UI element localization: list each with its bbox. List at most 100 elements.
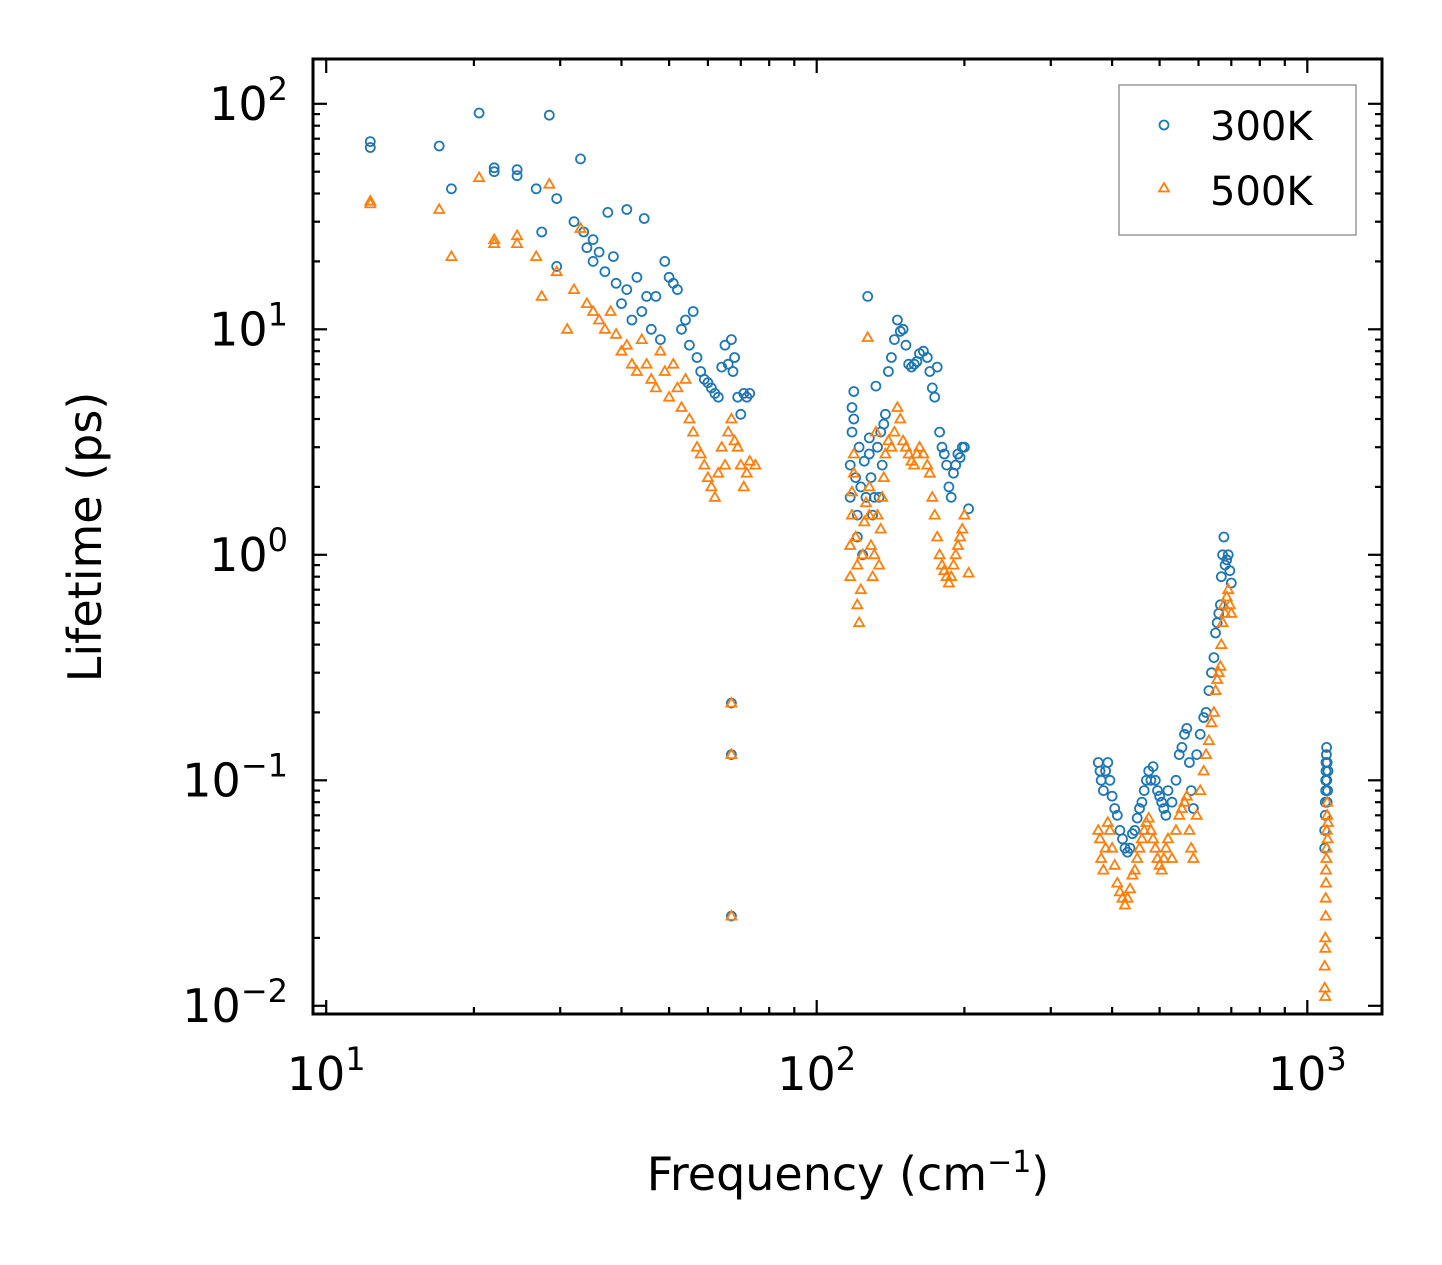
point-500k: [850, 597, 864, 610]
point-300k: [536, 226, 548, 238]
point-500k: [843, 569, 857, 582]
point-500k: [1096, 863, 1110, 875]
point-500k: [949, 547, 963, 560]
point-300k: [735, 408, 747, 420]
point-300k: [631, 271, 643, 283]
point-300k: [921, 352, 933, 363]
point-500k: [1320, 841, 1334, 853]
point-500k: [847, 466, 861, 478]
point-300k: [929, 391, 941, 403]
point-500k: [620, 338, 634, 350]
point-500k: [592, 312, 606, 325]
point-500k: [899, 440, 913, 452]
point-500k: [1220, 589, 1234, 602]
point-500k: [850, 558, 864, 570]
point-500k: [1210, 672, 1224, 684]
point-300k: [1184, 757, 1195, 768]
point-300k: [943, 481, 955, 493]
point-300k: [853, 441, 865, 453]
point-500k: [630, 364, 644, 376]
point-300k: [551, 260, 563, 272]
point-300k: [1198, 712, 1210, 723]
point-500k: [444, 249, 458, 262]
point-300k: [1156, 796, 1168, 808]
point-300k: [1124, 842, 1136, 854]
point-500k: [1169, 823, 1183, 835]
point-300k: [1321, 742, 1332, 753]
point-300k: [680, 314, 691, 326]
point-300k: [655, 334, 666, 346]
point-300k: [587, 234, 599, 246]
point-300k: [608, 251, 619, 263]
point-500k: [721, 425, 735, 437]
point-500k: [1177, 795, 1192, 807]
point-500k: [925, 490, 939, 502]
point-300k: [926, 382, 938, 394]
point-500k: [854, 582, 868, 595]
point-500k: [923, 466, 937, 478]
point-300k: [1170, 774, 1182, 786]
point-300k: [844, 491, 856, 503]
point-300k: [744, 387, 756, 399]
point-300k: [1154, 790, 1165, 802]
point-500k: [653, 344, 667, 356]
point-300k: [1176, 742, 1188, 753]
point-500k: [874, 522, 888, 534]
point-300k: [719, 339, 731, 351]
point-500k: [542, 177, 556, 189]
point-500k: [487, 232, 501, 245]
point-300k: [1224, 565, 1236, 577]
point-500k: [845, 484, 859, 497]
point-500k: [890, 400, 904, 412]
point-300k: [870, 380, 882, 392]
point-500k: [598, 322, 612, 334]
point-500k: [1180, 789, 1194, 801]
point-300k: [1215, 599, 1226, 611]
point-500k: [686, 425, 700, 437]
point-500k: [737, 479, 751, 492]
point-300k: [706, 382, 717, 394]
point-500k: [1182, 823, 1196, 835]
point-500k: [604, 304, 618, 316]
point-500k: [1319, 863, 1333, 875]
point-300k: [621, 284, 633, 296]
point-500k: [1190, 808, 1204, 820]
point-300k: [716, 361, 728, 373]
point-300k: [863, 432, 875, 444]
point-300k: [650, 290, 662, 302]
point-300k: [726, 334, 737, 346]
point-500k: [487, 236, 501, 249]
point-300k: [851, 509, 863, 521]
point-500k: [1321, 831, 1335, 844]
y-tick-label: 10−1: [182, 746, 288, 807]
point-300k: [581, 242, 593, 254]
point-300k: [886, 352, 897, 363]
point-300k: [1218, 531, 1230, 543]
point-500k: [877, 470, 891, 483]
y-tick-labels: 10−2 10−1 100 101 102: [182, 70, 288, 1033]
point-500k: [640, 357, 654, 369]
point-300k: [602, 206, 614, 218]
point-500k: [942, 575, 956, 588]
point-500k: [1202, 733, 1216, 745]
point-500k: [907, 458, 921, 470]
point-500k: [946, 558, 961, 570]
point-500k: [957, 508, 971, 520]
point-500k: [701, 470, 715, 483]
point-500k: [845, 508, 859, 520]
point-300k: [938, 448, 950, 460]
point-500k: [718, 458, 732, 470]
point-500k: [1213, 659, 1227, 671]
point-500k: [708, 490, 722, 502]
point-500k: [955, 522, 969, 534]
point-500k: [1172, 808, 1186, 820]
point-500k: [1218, 606, 1232, 618]
point-500k: [1161, 831, 1175, 844]
point-500k: [951, 538, 965, 550]
point-300k: [1147, 761, 1159, 772]
point-300k: [1215, 571, 1227, 583]
point-500k: [1091, 823, 1105, 835]
legend-marker-500k: [1157, 181, 1171, 193]
point-300k: [551, 193, 563, 205]
legend-label-300k: 300K: [1210, 104, 1314, 150]
